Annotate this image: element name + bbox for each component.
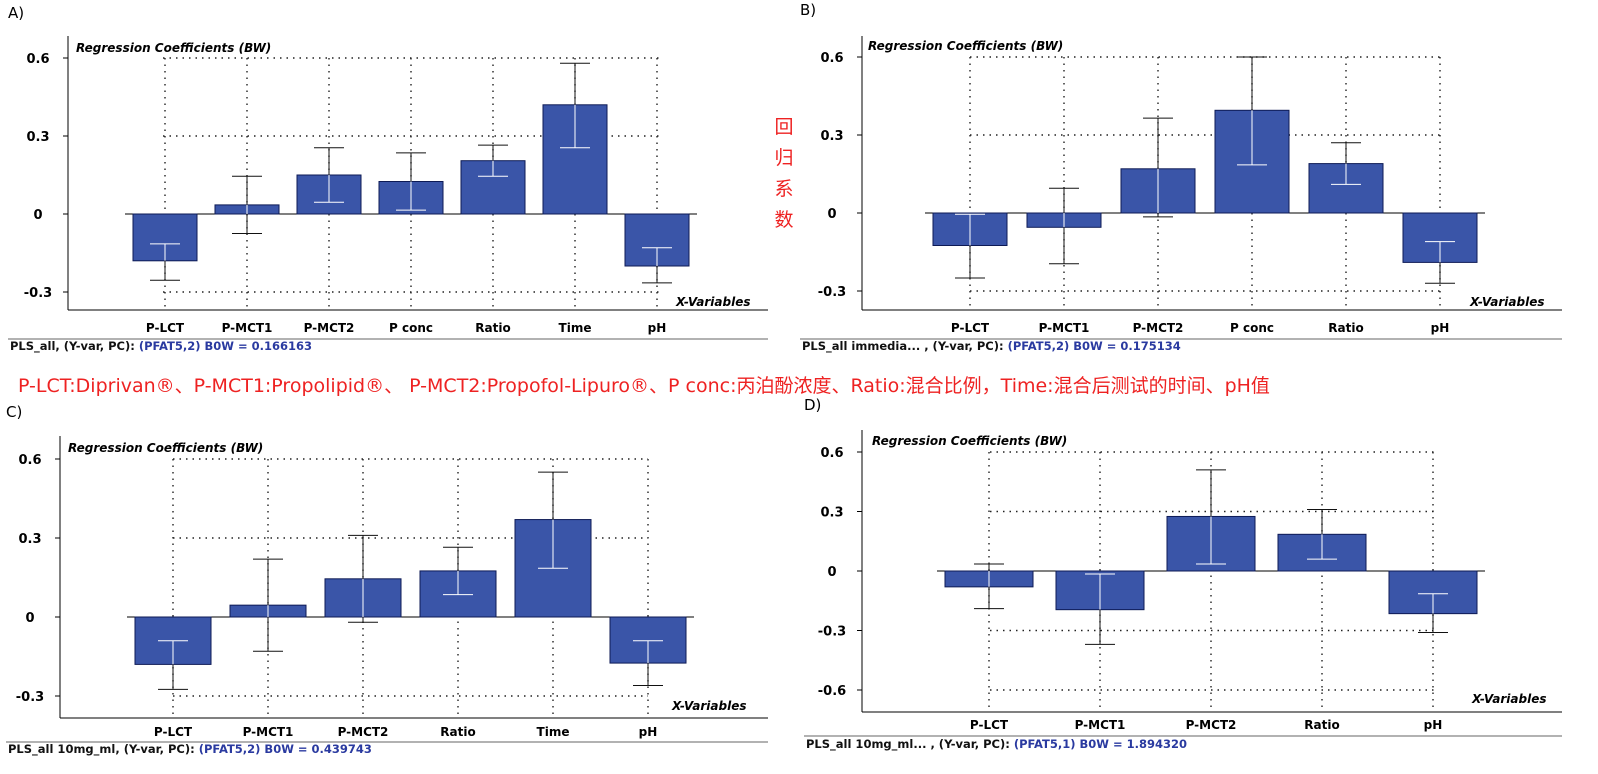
x-axis-label: X-Variables — [1469, 295, 1545, 309]
y-tick-label: 0.6 — [18, 453, 41, 468]
footer-value: (PFAT5,2) B0W = 0.166163 — [139, 339, 312, 353]
footer-prefix: PLS_all 10mg_ml, (Y-var, PC): — [8, 742, 199, 757]
side-label-char: 系 — [774, 178, 793, 200]
category-label: P-MCT2 — [1133, 321, 1184, 335]
side-label: 回 归 系 数 — [774, 116, 793, 231]
y-tick-label: 0.3 — [26, 130, 49, 145]
y-tick-label: -0.3 — [24, 286, 52, 301]
category-label: Time — [559, 321, 592, 335]
footer-prefix: PLS_all immedia... , (Y-var, PC): — [802, 339, 1008, 354]
y-tick-label: 0.3 — [820, 506, 843, 521]
category-label: P conc — [1230, 321, 1274, 335]
y-tick-label: 0.6 — [820, 51, 843, 66]
x-axis-label: X-Variables — [671, 699, 747, 713]
category-label: Time — [537, 725, 570, 739]
category-label: pH — [1424, 718, 1443, 732]
y-tick-label: 0.3 — [18, 532, 41, 547]
category-label: Ratio — [1304, 718, 1339, 732]
panel-label: D) — [804, 396, 821, 414]
chart-footer: PLS_all immedia... , (Y-var, PC): (PFAT5… — [802, 339, 1181, 354]
y-tick-label: -0.3 — [818, 285, 846, 300]
category-label: P-MCT1 — [1075, 718, 1126, 732]
side-label-char: 回 — [774, 116, 793, 138]
footer-prefix: PLS_all, (Y-var, PC): — [10, 339, 139, 354]
chart-title: Regression Coefficients (BW) — [872, 434, 1067, 448]
x-axis-label: X-Variables — [675, 295, 751, 309]
panels: A) 0.6 0.3 0 -0.3 P-LCT P-MCT1 P-MCT2 P conc Rati… — [6, 1, 1562, 757]
chart-panel: D) 0.6 0.3 0 -0.3 -0.6 P-LCT P-MCT1 P-MCT2 Ratio p… — [804, 396, 1562, 752]
category-label: P-MCT1 — [222, 321, 273, 335]
y-tick-label: 0 — [25, 611, 34, 626]
chart-footer: PLS_all 10mg_ml, (Y-var, PC): (PFAT5,2) … — [8, 742, 372, 757]
category-label: pH — [648, 321, 667, 335]
panel-label: C) — [6, 403, 22, 421]
category-label: P-LCT — [951, 321, 990, 335]
category-label: P-MCT2 — [304, 321, 355, 335]
chart-title: Regression Coefficients (BW) — [868, 39, 1063, 53]
y-tick-label: 0.6 — [26, 52, 49, 67]
y-tick-label: 0 — [827, 207, 836, 222]
x-axis-label: X-Variables — [1471, 692, 1547, 706]
category-label: P-MCT1 — [1039, 321, 1090, 335]
category-label: pH — [639, 725, 658, 739]
footer-value: (PFAT5,1) B0W = 1.894320 — [1014, 737, 1187, 751]
bar — [609, 616, 687, 664]
y-tick-label: 0 — [827, 565, 836, 580]
category-label: Ratio — [440, 725, 475, 739]
side-label-char: 数 — [774, 209, 793, 231]
chart-title: Regression Coefficients (BW) — [68, 441, 263, 455]
panel-label: B) — [800, 1, 816, 19]
footer-value: (PFAT5,2) B0W = 0.439743 — [199, 742, 372, 756]
category-label: P conc — [389, 321, 433, 335]
category-label: P-MCT2 — [338, 725, 389, 739]
category-label: pH — [1431, 321, 1450, 335]
chart-footer: PLS_all, (Y-var, PC): (PFAT5,2) B0W = 0.… — [10, 339, 312, 354]
chart-title: Regression Coefficients (BW) — [76, 41, 271, 55]
y-tick-label: -0.3 — [818, 625, 846, 640]
footer-value: (PFAT5,2) B0W = 0.175134 — [1008, 339, 1181, 353]
category-label: P-LCT — [970, 718, 1009, 732]
y-tick-label: 0.6 — [820, 446, 843, 461]
figure-caption: P-LCT:Diprivan®、P-MCT1:Propolipid®、 P-MC… — [18, 375, 1270, 397]
category-label: P-LCT — [154, 725, 193, 739]
category-label: P-MCT2 — [1186, 718, 1237, 732]
category-label: P-LCT — [146, 321, 185, 335]
category-label: P-MCT1 — [243, 725, 294, 739]
side-label-char: 归 — [774, 147, 793, 169]
y-tick-label: -0.6 — [818, 684, 846, 699]
chart-footer: PLS_all 10mg_ml... , (Y-var, PC): (PFAT5… — [806, 737, 1187, 752]
chart-panel: C) 0.6 0.3 0 -0.3 P-LCT P-MCT1 P-MCT2 Ratio Time p… — [6, 403, 768, 757]
footer-prefix: PLS_all 10mg_ml... , (Y-var, PC): — [806, 737, 1014, 752]
panel-label: A) — [8, 4, 24, 22]
chart-panel: B) 0.6 0.3 0 -0.3 P-LCT P-MCT1 P-MCT2 P conc Rati… — [800, 1, 1562, 354]
y-tick-label: 0.3 — [820, 129, 843, 144]
y-tick-label: 0 — [33, 208, 42, 223]
y-tick-label: -0.3 — [16, 690, 44, 705]
category-label: Ratio — [1328, 321, 1363, 335]
category-label: Ratio — [475, 321, 510, 335]
chart-panel: A) 0.6 0.3 0 -0.3 P-LCT P-MCT1 P-MCT2 P conc Rati… — [8, 4, 768, 354]
